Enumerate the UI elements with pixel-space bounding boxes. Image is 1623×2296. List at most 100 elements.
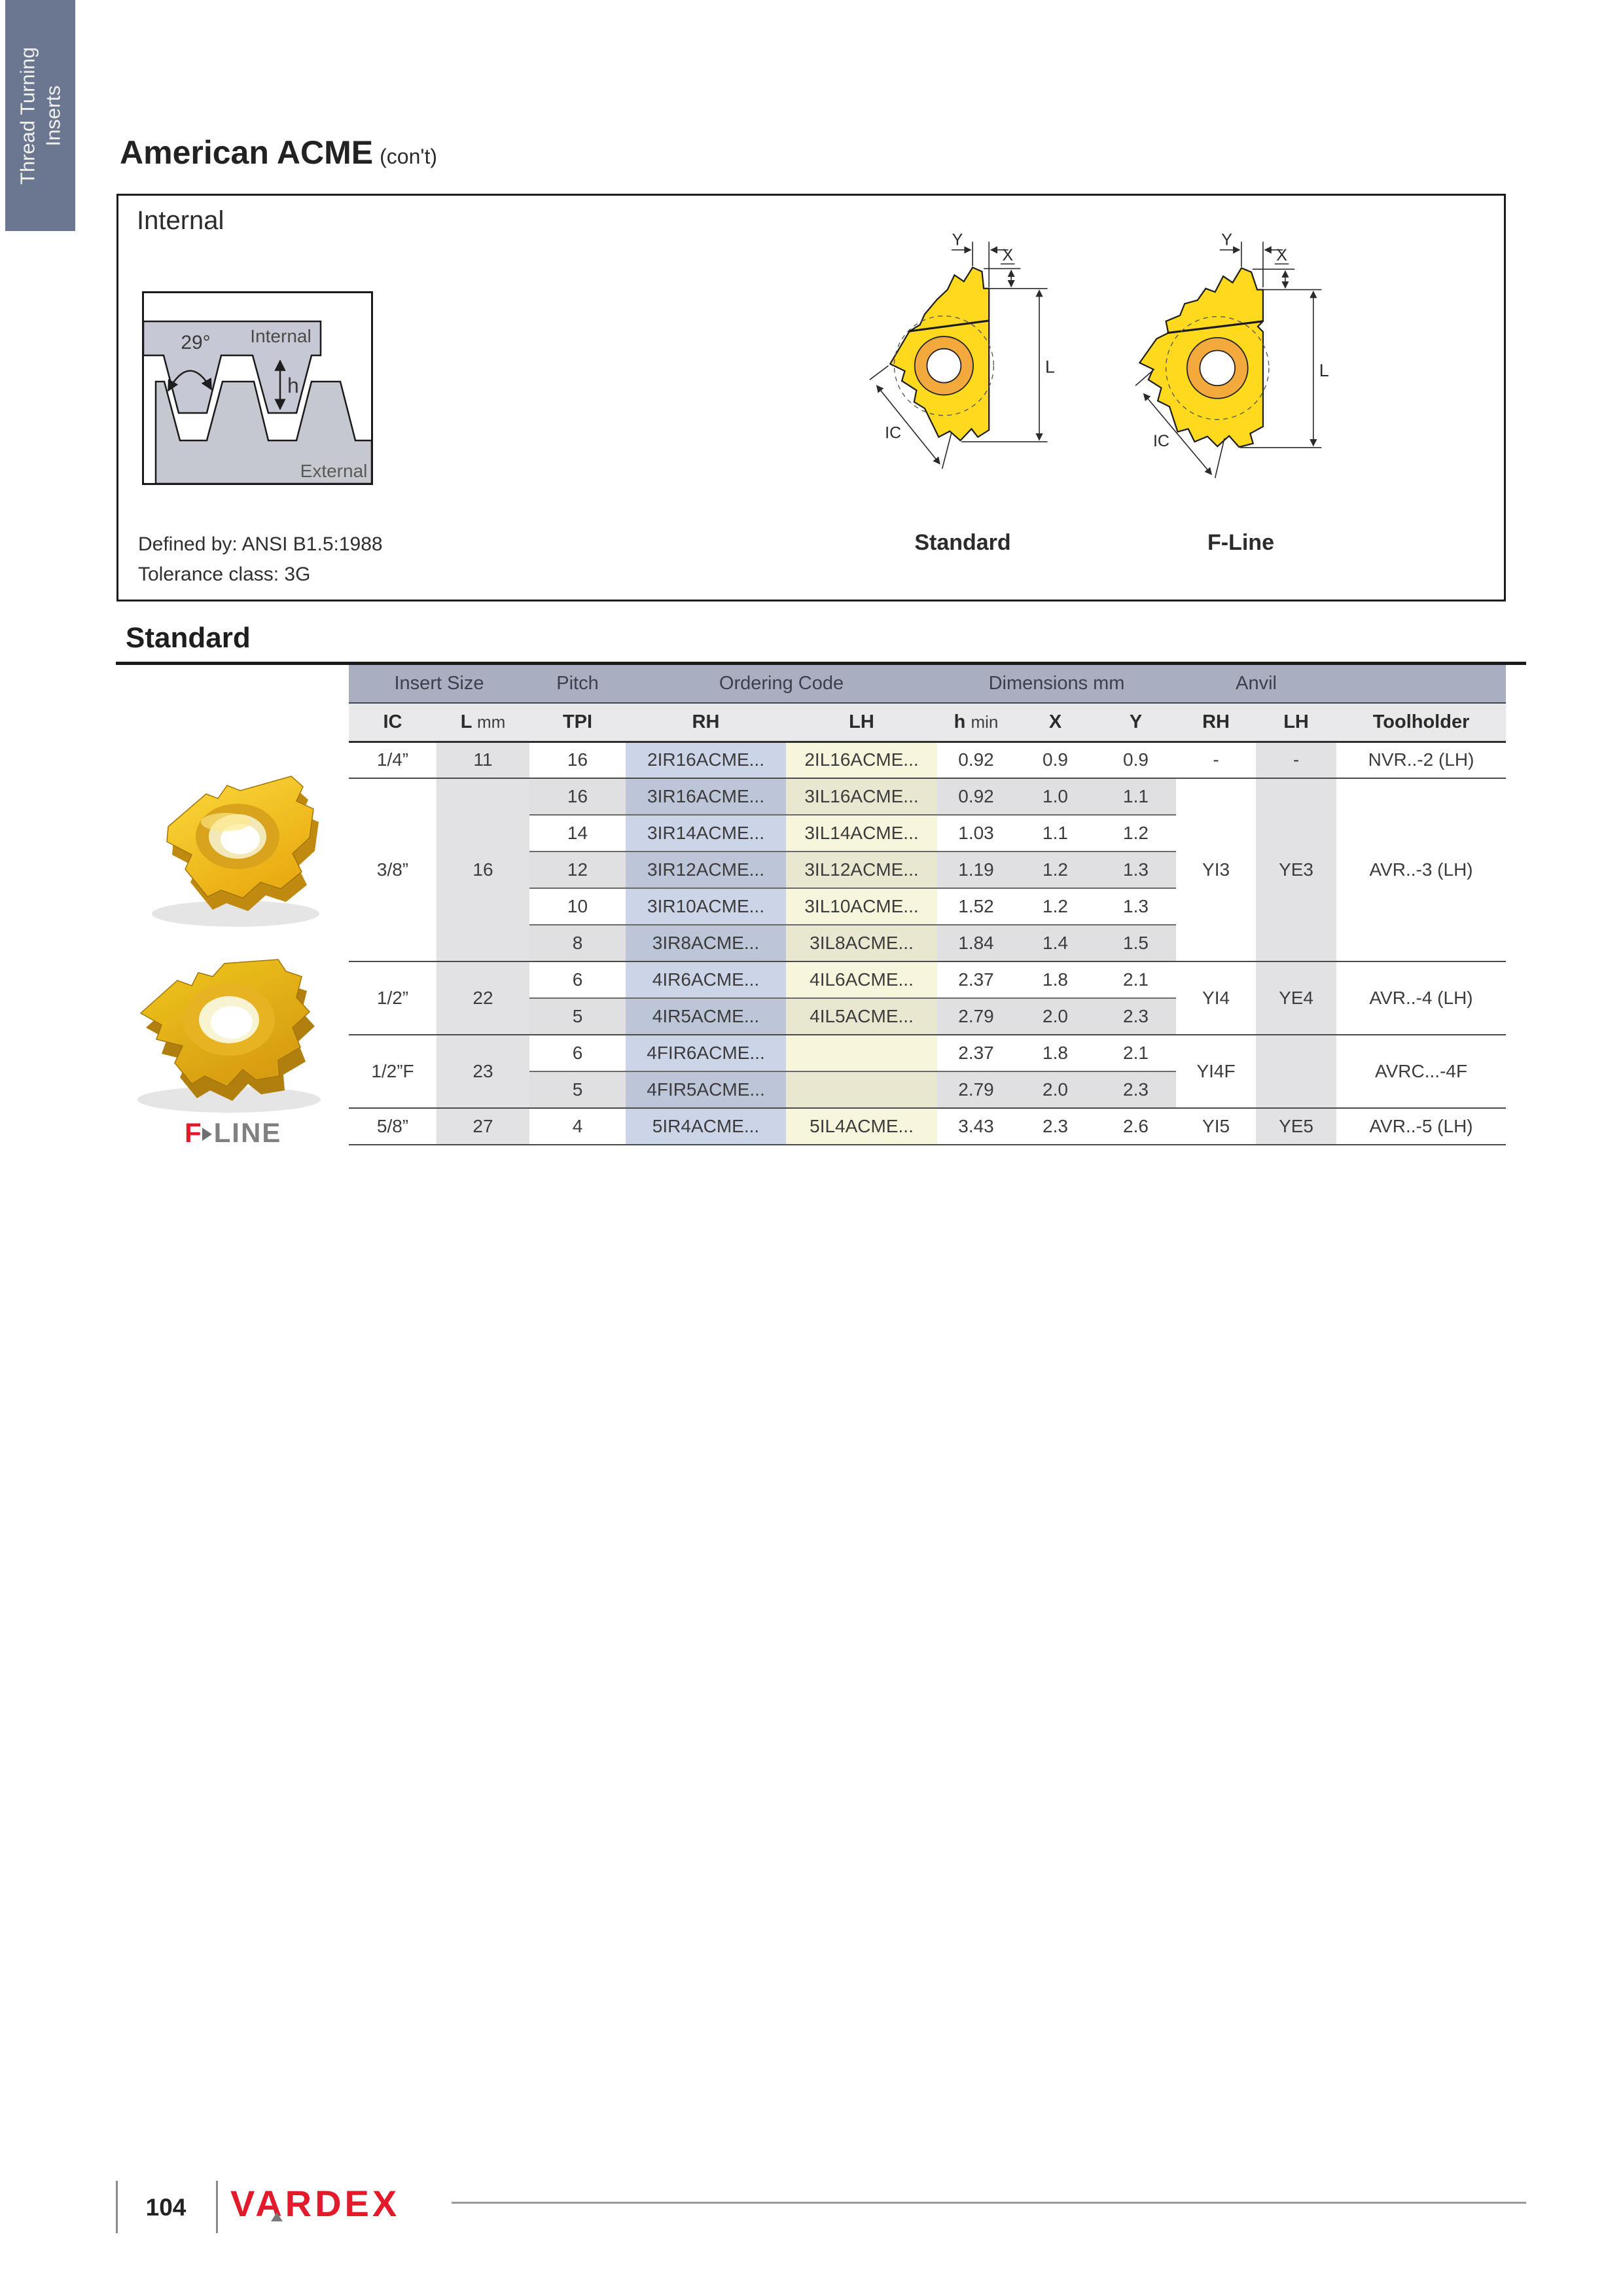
page-title-main: American ACME	[120, 134, 374, 171]
cell-l: 27	[437, 1107, 529, 1145]
fline-logo-arrow-icon	[202, 1128, 212, 1141]
cell-ordering-lh: 3IL10ACME...	[786, 888, 937, 925]
figure-fline-label: F-Line	[1207, 530, 1274, 555]
cell-ordering-lh: 3IL16ACME...	[786, 778, 937, 815]
col-header-l-sub: mm	[476, 711, 506, 732]
inscribed-circle	[893, 315, 995, 416]
cell-anvil-lh: -	[1256, 741, 1337, 778]
table-row: 1/2”F 23 6 4FIR6ACME... 2.37 1.8 2.1 YI4…	[349, 1034, 1507, 1108]
cell-y: 2.3	[1096, 997, 1177, 1035]
dim-y-label: Y	[952, 232, 963, 249]
cell-ordering-lh	[786, 1034, 937, 1071]
cell-ic: 5/8”	[349, 1107, 437, 1145]
cell-toolholder: AVRC...-4F	[1336, 1034, 1507, 1108]
cell-ordering-lh: 4IL6ACME...	[786, 961, 937, 998]
group-header-pitch: Pitch	[529, 665, 626, 704]
dim-l-label: L	[1045, 357, 1055, 376]
col-header-hmin: h min	[937, 703, 1015, 743]
figure-standard-label: Standard	[914, 530, 1011, 555]
cell-ic: 1/4”	[349, 741, 437, 778]
page-title-suffix: (con't)	[380, 145, 438, 168]
table-row: 5 4IR5ACME... 4IL5ACME... 2.79 2.0 2.3	[349, 997, 1506, 1035]
fline-insert-drawing: Y X L IC	[1135, 231, 1329, 478]
dim-x-label: X	[1002, 246, 1013, 264]
cell-ordering-lh: 5IL4ACME...	[786, 1107, 937, 1145]
standard-insert-photo	[152, 776, 319, 927]
external-label: External	[300, 461, 368, 481]
section-heading: Standard	[126, 622, 251, 654]
inscribed-circle	[1165, 316, 1270, 420]
thread-profile-diagram: 29° h Internal External	[142, 291, 373, 485]
cell-ordering-lh: 4IL5ACME...	[786, 997, 937, 1035]
cell-x: 1.1	[1015, 814, 1096, 852]
cell-x: 1.8	[1015, 961, 1096, 998]
cell-y: 2.1	[1096, 961, 1177, 998]
cell-hmin: 2.37	[937, 1034, 1015, 1071]
h-label: h	[287, 374, 299, 397]
internal-heading: Internal	[137, 206, 224, 235]
cell-ic: 1/2”F	[349, 1034, 437, 1108]
cell-hmin: 2.37	[937, 961, 1015, 998]
col-header-l-main: L	[460, 711, 472, 732]
cell-tpi: 12	[529, 851, 626, 888]
cell-hmin: 1.19	[937, 851, 1015, 888]
cell-tpi: 8	[529, 924, 626, 961]
standard-insert-drawing: Y X L IC	[869, 231, 1055, 469]
cell-ordering-rh: 2IR16ACME...	[626, 741, 786, 778]
table-row: 1/4” 11 16 2IR16ACME... 2IL16ACME... 0.9…	[349, 741, 1507, 778]
cell-hmin: 1.84	[937, 924, 1015, 961]
cell-anvil-rh: YI3	[1176, 778, 1257, 961]
table-row: 3/8” 16 16 3IR16ACME... 3IL16ACME... 0.9…	[349, 778, 1507, 961]
table-row: 1/2” 22 6 4IR6ACME... 4IL6ACME... 2.37 1…	[349, 961, 1507, 1035]
cell-hmin: 1.03	[937, 814, 1015, 852]
cell-tpi: 6	[529, 961, 626, 998]
defined-by-text: Defined by: ANSI B1.5:1988	[138, 533, 383, 555]
cell-ordering-rh: 5IR4ACME...	[626, 1107, 786, 1145]
col-header-y: Y	[1096, 703, 1177, 743]
cell-ordering-rh: 3IR14ACME...	[626, 814, 786, 852]
cell-y: 1.2	[1096, 814, 1177, 852]
cell-tpi: 5	[529, 997, 626, 1035]
cell-y: 1.3	[1096, 888, 1177, 925]
col-header-tpi: TPI	[529, 703, 626, 743]
dim-ic-label: IC	[885, 424, 901, 442]
col-header-rh: RH	[626, 703, 786, 743]
cell-anvil-lh: YE3	[1256, 778, 1337, 961]
dimension-lines	[1135, 242, 1322, 478]
cell-ordering-rh: 3IR10ACME...	[626, 888, 786, 925]
cell-ordering-lh: 3IL14ACME...	[786, 814, 937, 852]
cell-hmin: 1.52	[937, 888, 1015, 925]
cell-ordering-rh: 4FIR5ACME...	[626, 1071, 786, 1108]
fline-insert-photo	[137, 959, 321, 1113]
table-row: 5/8” 27 4 5IR4ACME... 5IL4ACME... 3.43 2…	[349, 1107, 1507, 1145]
sidebar-tab-line1: Thread Turning	[15, 46, 39, 185]
cell-tpi: 4	[529, 1107, 626, 1145]
table-row: 14 3IR14ACME... 3IL14ACME... 1.03 1.1 1.…	[349, 814, 1506, 852]
table-row: 8 3IR8ACME... 3IL8ACME... 1.84 1.4 1.5	[349, 924, 1506, 961]
table-column-header-row: IC L mm TPI RH LH h min X Y RH LH Toolho…	[349, 703, 1507, 743]
cell-toolholder: AVR..-3 (LH)	[1336, 778, 1507, 961]
col-header-anvil-rh: RH	[1176, 703, 1257, 743]
dimension-lines	[869, 242, 1048, 469]
cell-y: 2.6	[1096, 1107, 1177, 1145]
sidebar-tab-line2: Inserts	[41, 84, 64, 147]
cell-anvil-rh: YI4	[1176, 961, 1257, 1035]
cell-ordering-rh: 3IR8ACME...	[626, 924, 786, 961]
table-row: 10 3IR10ACME... 3IL10ACME... 1.52 1.2 1.…	[349, 888, 1506, 925]
dim-ic-label: IC	[1153, 432, 1169, 450]
cell-y: 1.3	[1096, 851, 1177, 888]
cell-l: 11	[437, 741, 529, 778]
table-row: 12 3IR12ACME... 3IL12ACME... 1.19 1.2 1.…	[349, 851, 1506, 888]
col-header-lh: LH	[786, 703, 937, 743]
figure-fline: Y X L IC F-Line	[1110, 231, 1372, 556]
cell-anvil-lh: YE5	[1256, 1107, 1337, 1145]
group-header-blank	[1336, 665, 1507, 704]
cell-hmin: 0.92	[937, 778, 1015, 815]
cell-ordering-rh: 3IR16ACME...	[626, 778, 786, 815]
cell-tpi: 5	[529, 1071, 626, 1108]
figure-standard: Y X L IC Standard	[838, 231, 1087, 556]
vardex-logo-triangle-icon	[271, 2212, 283, 2221]
cell-y: 2.3	[1096, 1071, 1177, 1108]
top-face-edge	[909, 319, 990, 332]
cell-y: 0.9	[1096, 741, 1177, 778]
